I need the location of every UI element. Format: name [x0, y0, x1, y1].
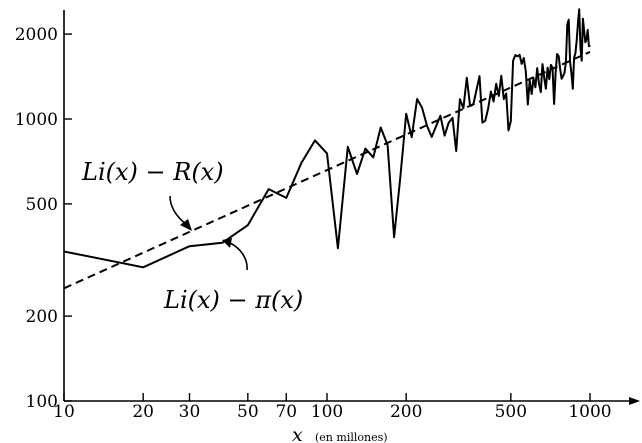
axes [63, 10, 640, 405]
annotation-arrowhead-li-minus-r [180, 219, 192, 231]
series-layer [63, 8, 591, 290]
y-tick-label: 2000 [15, 25, 58, 45]
y-tick-label: 100 [26, 392, 58, 412]
annotation-arrow-li-minus-r [169, 195, 188, 226]
x-axis-ticks: 10 20 30 50 70 100 200 500 1000 [53, 393, 612, 422]
annotation-arrow-li-minus-pi [229, 242, 248, 271]
y-tick-label: 1000 [15, 110, 58, 130]
annotation-li-minus-pi: Li(x) − π(x) [163, 286, 303, 314]
x-tick-label: 200 [390, 402, 422, 422]
x-tick-label: 10 [53, 402, 75, 422]
x-tick-label: 20 [132, 402, 154, 422]
x-axis-arrowhead [629, 397, 640, 405]
annotation-li-minus-r: Li(x) − R(x) [81, 158, 224, 186]
x-axis-unit: (en millones) [315, 431, 388, 443]
x-axis-label: x [292, 424, 303, 443]
x-tick-label: 500 [495, 402, 527, 422]
series-li-minus-pi-line [63, 8, 591, 269]
x-tick-label: 100 [311, 402, 343, 422]
y-axis-ticks: 100 200 500 1000 2000 [15, 25, 72, 412]
x-tick-label: 1000 [568, 402, 611, 422]
y-tick-label: 200 [26, 307, 58, 327]
x-tick-label: 70 [275, 402, 297, 422]
y-tick-label: 500 [26, 195, 58, 215]
series-li-minus-r-line [63, 50, 591, 290]
annotation-arrowhead-li-minus-pi [222, 238, 232, 248]
x-tick-label: 30 [179, 402, 201, 422]
x-tick-label: 50 [237, 402, 259, 422]
